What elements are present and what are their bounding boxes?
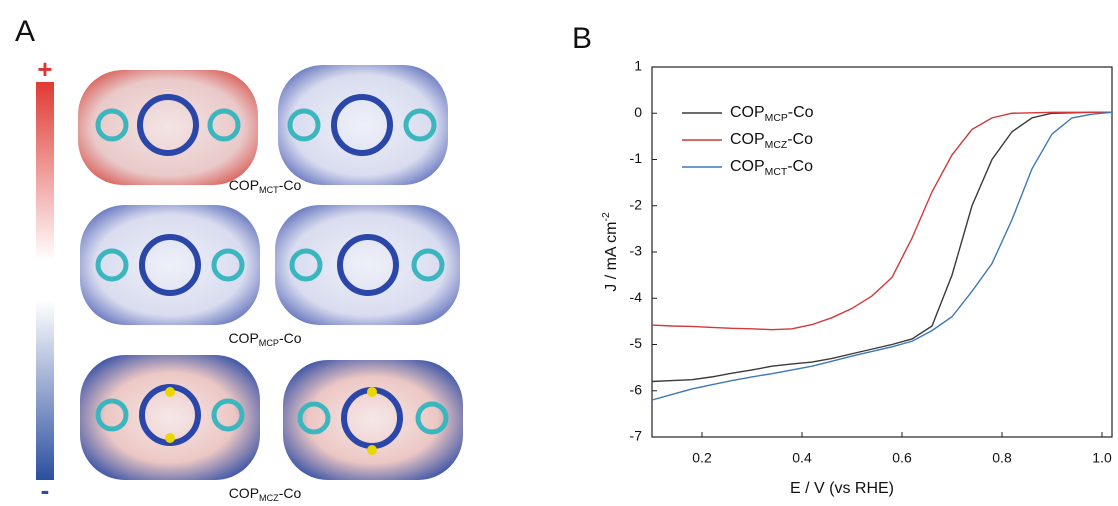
y-tick-label: -5 — [630, 335, 643, 351]
atoms — [95, 108, 449, 435]
y-tick-label: -7 — [630, 428, 643, 444]
scale-min: - — [41, 475, 50, 505]
esp-map — [80, 355, 260, 480]
legend-label: COPMCP-Co — [730, 104, 814, 124]
x-axis-label: E / V (vs RHE) — [790, 480, 894, 497]
esp-map — [78, 70, 258, 185]
structure-label: COPMCT-Co — [229, 177, 302, 196]
series-line — [651, 111, 1112, 383]
esp-map — [275, 205, 460, 325]
y-tick-label: -2 — [630, 196, 643, 212]
atoms — [137, 94, 403, 455]
x-tick-label: 0.2 — [692, 450, 712, 466]
x-tick-label: 0.6 — [892, 450, 912, 466]
panel-label: A — [15, 15, 35, 48]
y-tick-label: -6 — [630, 381, 643, 397]
x-tick-label: 0.8 — [992, 450, 1012, 466]
y-tick-label: 1 — [634, 58, 642, 74]
y-axis-label: J / mA cm-2 — [601, 212, 620, 292]
structure-label: COPMCP-Co — [228, 330, 301, 349]
y-tick-label: -4 — [630, 289, 643, 305]
x-tick-label: 0.4 — [792, 450, 812, 466]
y-tick-label: 0 — [634, 104, 642, 120]
y-tick-label: -3 — [630, 243, 643, 259]
esp-map — [283, 360, 463, 480]
plot-frame — [651, 66, 1113, 438]
x-tick-label: 1.0 — [1092, 450, 1112, 466]
structure-label: COPMCZ-Co — [229, 485, 302, 504]
y-tick-label: -1 — [630, 150, 643, 166]
esp-map — [80, 205, 260, 325]
series-line — [651, 111, 1113, 401]
legend-label: COPMCZ-Co — [730, 131, 813, 151]
molecule-maps — [78, 65, 463, 480]
esp-map — [278, 65, 448, 185]
series-line — [651, 111, 1112, 331]
scale-max: + — [37, 54, 52, 84]
panel-label: B — [572, 22, 592, 55]
legend-label: COPMCT-Co — [730, 158, 813, 178]
color-scale — [36, 82, 54, 480]
